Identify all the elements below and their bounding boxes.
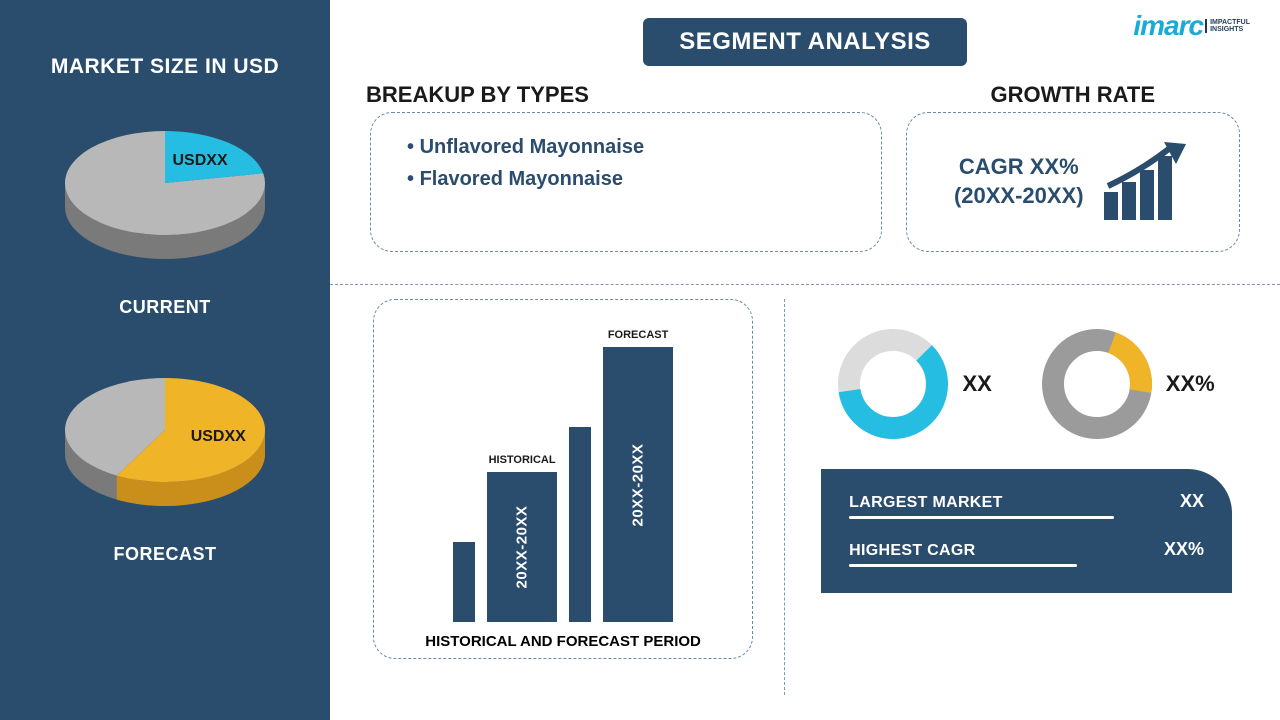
growth-panel: GROWTH RATE CAGR XX%(20XX-20XX) <box>906 82 1240 276</box>
pie-chart: USDXX <box>55 358 275 528</box>
growth-box: CAGR XX%(20XX-20XX) <box>906 112 1240 252</box>
svg-text:USDXX: USDXX <box>191 428 246 445</box>
donut-row: XX XX% <box>813 329 1240 439</box>
breakup-item: Unflavored Mayonnaise <box>407 131 853 163</box>
bar-top-label: FORECAST <box>608 329 669 341</box>
stat-row: HIGHEST CAGR XX% <box>849 539 1204 567</box>
breakup-list: Unflavored MayonnaiseFlavored Mayonnaise <box>399 127 853 195</box>
sidebar-title: MARKET SIZE IN USD <box>51 55 279 79</box>
logo-tagline: IMPACTFULINSIGHTS <box>1205 19 1250 33</box>
stat-value: XX <box>1180 491 1204 512</box>
donut-wrap: XX% <box>1042 329 1215 439</box>
breakup-panel: BREAKUP BY TYPES Unflavored MayonnaiseFl… <box>370 82 882 276</box>
stat-label: LARGEST MARKET <box>849 494 1150 512</box>
upper-row: BREAKUP BY TYPES Unflavored MayonnaiseFl… <box>330 66 1280 276</box>
donut-label: XX <box>962 371 991 397</box>
growth-text: CAGR XX%(20XX-20XX) <box>954 153 1084 210</box>
pie-chart: USDXX <box>55 111 275 281</box>
breakup-title: BREAKUP BY TYPES <box>366 82 882 108</box>
breakup-item: Flavored Mayonnaise <box>407 163 853 195</box>
sidebar: MARKET SIZE IN USD USDXX CURRENT USDXX F… <box>0 0 330 720</box>
growth-title: GROWTH RATE <box>906 82 1240 108</box>
bar-top-label: HISTORICAL <box>489 454 556 466</box>
bar-period-label: 20XX-20XX <box>630 443 647 526</box>
pie-caption: FORECAST <box>114 544 217 565</box>
bar-period-label: 20XX-20XX <box>514 506 531 589</box>
stat-bar <box>849 564 1077 567</box>
stats-box: LARGEST MARKET XX HIGHEST CAGR XX% <box>821 469 1232 593</box>
metrics-panel: XX XX% LARGEST MARKET XX HIGHEST CAGR XX… <box>813 299 1240 695</box>
breakup-box: Unflavored MayonnaiseFlavored Mayonnaise <box>370 112 882 252</box>
stat-label: HIGHEST CAGR <box>849 542 1134 560</box>
vertical-divider <box>784 299 785 695</box>
bar <box>569 427 591 622</box>
pie-caption: CURRENT <box>119 297 211 318</box>
bar: FORECAST20XX-20XX <box>603 347 673 622</box>
historical-forecast-panel: HISTORICAL20XX-20XXFORECAST20XX-20XX HIS… <box>370 299 756 695</box>
bar-chart-box: HISTORICAL20XX-20XXFORECAST20XX-20XX HIS… <box>373 299 753 659</box>
stat-bar <box>849 516 1114 519</box>
pie-wrap: USDXX CURRENT <box>55 111 275 318</box>
lower-row: HISTORICAL20XX-20XXFORECAST20XX-20XX HIS… <box>330 285 1280 705</box>
growth-chart-icon <box>1102 142 1192 222</box>
pie-wrap: USDXX FORECAST <box>55 358 275 565</box>
bar <box>453 542 475 622</box>
donut-label: XX% <box>1166 371 1215 397</box>
stat-value: XX% <box>1164 539 1204 560</box>
donut-chart <box>838 329 948 439</box>
svg-text:USDXX: USDXX <box>172 152 227 169</box>
bar: HISTORICAL20XX-20XX <box>487 472 557 622</box>
main-area: imarc IMPACTFULINSIGHTS SEGMENT ANALYSIS… <box>330 0 1280 720</box>
donut-chart <box>1042 329 1152 439</box>
stat-row: LARGEST MARKET XX <box>849 491 1204 519</box>
donut-wrap: XX <box>838 329 991 439</box>
page-title: SEGMENT ANALYSIS <box>643 18 967 66</box>
brand-logo: imarc IMPACTFULINSIGHTS <box>1133 10 1250 42</box>
logo-text: imarc <box>1133 10 1203 42</box>
bar-chart-caption: HISTORICAL AND FORECAST PERIOD <box>374 633 752 650</box>
